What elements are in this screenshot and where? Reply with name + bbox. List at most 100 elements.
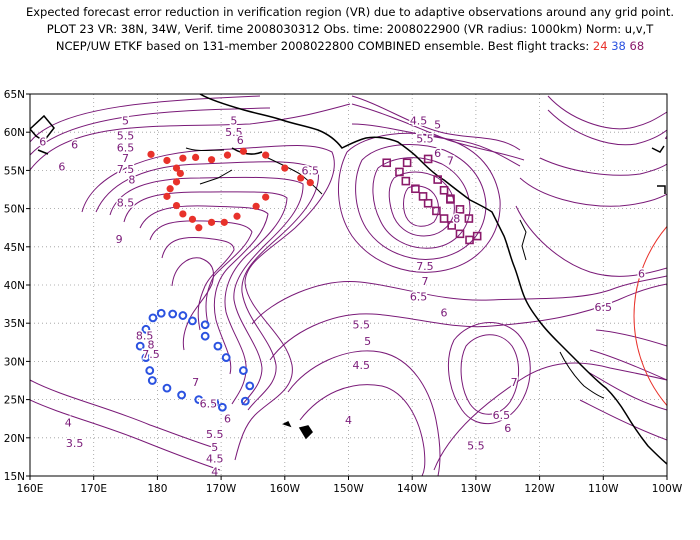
track-68-point (432, 206, 441, 216)
contour-label: 5 (211, 441, 218, 454)
lat-tick-label: 30N (4, 356, 25, 368)
lat-tick-label: 40N (4, 280, 25, 292)
lat-tick-label: 35N (4, 318, 25, 330)
lon-tick-label: 150W (333, 483, 364, 495)
contour-label: 6 (39, 135, 46, 148)
track-24-point (306, 179, 314, 187)
contour-label: 6 (71, 138, 78, 151)
contour-label: 5.5 (352, 319, 370, 332)
track-38-legend: 38 (611, 39, 626, 53)
flight-track-24 (147, 147, 314, 232)
contour-lines (30, 95, 667, 476)
lat-tick-label: 65N (4, 89, 25, 101)
track-38-point (238, 366, 248, 375)
contour-label: 7 (447, 154, 454, 167)
track-24-point (176, 169, 184, 178)
contour-label: 3.5 (696, 421, 700, 434)
contour-label: 6 (504, 422, 511, 435)
contour-label: 6.5 (493, 409, 511, 422)
lat-tick-label: 15N (4, 471, 25, 483)
track-38-point (141, 353, 151, 362)
lon-tick-label: 140W (397, 483, 428, 495)
title-line-2: PLOT 23 VR: 38N, 34W, Verif. time 200803… (46, 22, 654, 36)
contour-label: 4.5 (352, 359, 370, 372)
track-24-point (239, 147, 247, 155)
contour-label: 4 (65, 417, 72, 430)
contour-label: 6.5 (302, 164, 320, 177)
track-24-point (163, 192, 171, 200)
track-38-point (213, 341, 223, 351)
contour-label: 6.5 (200, 397, 218, 410)
contour-label: 6 (224, 413, 231, 426)
contour-label: 8 (148, 339, 155, 352)
track-24-point (188, 215, 197, 223)
flight-track-38 (135, 308, 255, 412)
contour-label: 5.5 (206, 428, 224, 441)
track-68-point (433, 175, 442, 184)
track-68-point (402, 158, 412, 168)
track-38-point (177, 390, 187, 400)
track-24-point (297, 174, 305, 182)
contour-label: 6.5 (410, 290, 428, 303)
contour-label: 7 (421, 275, 428, 288)
lon-tick-label: 180 (147, 483, 167, 495)
title-line-3-prefix: NCEP/UW ETKF based on 131-member 2008022… (55, 39, 590, 53)
lat-tick-label: 45N (4, 242, 25, 254)
contour-label: 4 (695, 111, 700, 124)
contour-label: 5.5 (416, 132, 434, 145)
contour-label: 6.5 (595, 301, 613, 314)
track-68-point (455, 205, 465, 214)
lon-tick-label: 100W (652, 483, 683, 495)
track-24-point (192, 153, 200, 162)
contour-label: 6 (237, 134, 244, 147)
track-38-point (217, 402, 227, 412)
contour-label: 8.5 (117, 196, 135, 209)
track-24-point (172, 178, 181, 186)
track-68-point (446, 194, 455, 203)
track-38-point (200, 331, 210, 341)
contour-label: 4.5 (665, 131, 683, 144)
contour-label: 7.5 (117, 163, 135, 176)
track-68-point (472, 231, 482, 241)
track-38-point (194, 395, 204, 405)
lat-tick-label: 55N (4, 165, 25, 177)
track-38-point (135, 341, 145, 351)
track-68-point (423, 198, 433, 208)
track-68-point (447, 221, 456, 230)
contour-label: 4 (211, 465, 218, 478)
lat-tick-label: 25N (4, 395, 25, 407)
contour-label: 5.5 (117, 129, 135, 142)
track-24-point (220, 218, 228, 226)
track-24-point (179, 154, 187, 162)
contour-label: 4.5 (410, 115, 428, 128)
contour-label: 8 (128, 174, 135, 187)
track-24-point (163, 156, 171, 165)
track-24-point (252, 202, 260, 210)
track-38-point (148, 313, 158, 323)
track-24-point (262, 151, 270, 159)
title-line-3: NCEP/UW ETKF based on 131-member 2008022… (0, 38, 700, 55)
track-38-point (141, 324, 151, 334)
track-38-point (240, 396, 250, 406)
lon-tick-label: 160W (270, 483, 301, 495)
lon-tick-label: 130W (461, 483, 492, 495)
contour-label: 4.5 (206, 452, 224, 465)
contour-label: 3.5 (66, 437, 84, 450)
contour-label: 5 (230, 115, 237, 128)
track-24-point (281, 164, 289, 172)
track-38-point (178, 311, 188, 320)
lat-tick-label: 50N (4, 204, 25, 216)
track-68-point (439, 214, 449, 223)
lon-tick-label: 160E (17, 483, 44, 495)
contour-label: 8.5 (136, 329, 154, 342)
track-38-point (188, 316, 197, 326)
lat-tick-label: 20N (4, 433, 25, 445)
contour-label: 4 (345, 414, 352, 427)
contour-label: 5.5 (225, 126, 243, 139)
flight-tracks (135, 147, 482, 412)
track-68-point (411, 184, 420, 194)
track-24-point (223, 151, 232, 159)
track-68-legend: 68 (629, 39, 645, 53)
